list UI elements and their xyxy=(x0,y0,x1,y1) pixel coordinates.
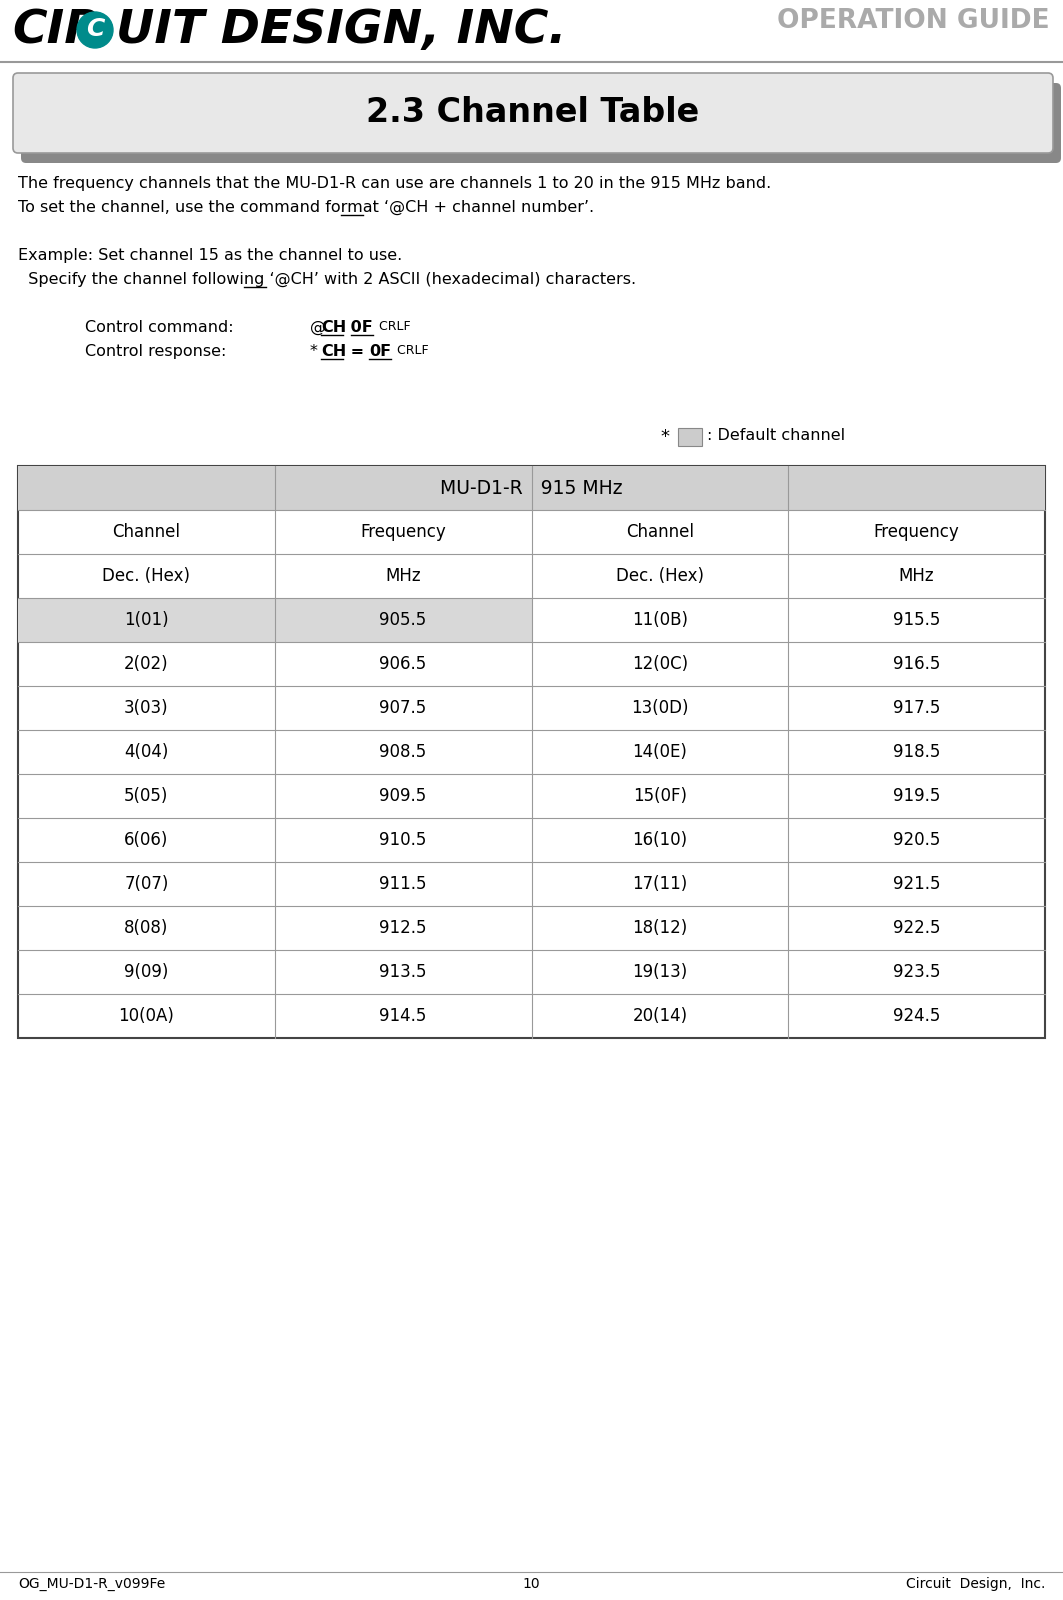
Bar xyxy=(18,466,1045,1038)
Text: 911.5: 911.5 xyxy=(379,875,427,893)
Text: 7(07): 7(07) xyxy=(124,875,169,893)
Text: CRLF: CRLF xyxy=(393,344,428,357)
Text: 15(0F): 15(0F) xyxy=(632,787,687,805)
Text: 13(0D): 13(0D) xyxy=(631,699,689,717)
Text: 8(08): 8(08) xyxy=(124,918,169,938)
Text: OPERATION GUIDE: OPERATION GUIDE xyxy=(777,8,1050,34)
Text: 2(02): 2(02) xyxy=(124,654,169,674)
Text: 20(14): 20(14) xyxy=(632,1006,688,1026)
Text: OG_MU-D1-R_v099Fe: OG_MU-D1-R_v099Fe xyxy=(18,1578,165,1590)
Text: Frequency: Frequency xyxy=(360,523,446,541)
Text: 917.5: 917.5 xyxy=(893,699,941,717)
Text: 905.5: 905.5 xyxy=(379,611,426,629)
Text: MU-D1-R   915 MHz: MU-D1-R 915 MHz xyxy=(440,478,623,498)
Text: 0F: 0F xyxy=(369,344,391,358)
Bar xyxy=(678,427,702,446)
Text: 913.5: 913.5 xyxy=(379,963,427,981)
Text: CIR: CIR xyxy=(12,8,101,53)
Text: Example: Set channel 15 as the channel to use.: Example: Set channel 15 as the channel t… xyxy=(18,248,402,262)
Text: C: C xyxy=(86,18,104,42)
Text: 0F: 0F xyxy=(345,320,373,334)
Text: =: = xyxy=(345,344,370,358)
Text: 907.5: 907.5 xyxy=(379,699,426,717)
Text: 9(09): 9(09) xyxy=(124,963,169,981)
Text: MHz: MHz xyxy=(385,566,421,586)
Text: 915.5: 915.5 xyxy=(893,611,941,629)
Text: CRLF: CRLF xyxy=(375,320,410,333)
Text: 19(13): 19(13) xyxy=(632,963,688,981)
Text: The frequency channels that the MU-D1-R can use are channels 1 to 20 in the 915 : The frequency channels that the MU-D1-R … xyxy=(18,176,772,190)
Text: @: @ xyxy=(310,320,326,334)
Text: Channel: Channel xyxy=(113,523,181,541)
Text: 909.5: 909.5 xyxy=(379,787,426,805)
Text: 910.5: 910.5 xyxy=(379,830,427,850)
Text: Frequency: Frequency xyxy=(874,523,960,541)
Text: Control command:: Control command: xyxy=(85,320,234,334)
Text: 1(01): 1(01) xyxy=(124,611,169,629)
Text: Circuit  Design,  Inc.: Circuit Design, Inc. xyxy=(906,1578,1045,1590)
Text: *: * xyxy=(310,344,318,358)
Text: 2.3 Channel Table: 2.3 Channel Table xyxy=(367,96,699,130)
Circle shape xyxy=(77,11,113,48)
Text: MHz: MHz xyxy=(899,566,934,586)
Text: CH: CH xyxy=(321,320,347,334)
Text: Control response:: Control response: xyxy=(85,344,226,358)
Text: 10(0A): 10(0A) xyxy=(118,1006,174,1026)
Text: *: * xyxy=(660,427,669,446)
Text: UIT DESIGN, INC.: UIT DESIGN, INC. xyxy=(116,8,567,53)
Text: Channel: Channel xyxy=(626,523,694,541)
Text: To set the channel, use the command format ‘@CH + channel number’.: To set the channel, use the command form… xyxy=(18,200,594,216)
Text: 919.5: 919.5 xyxy=(893,787,941,805)
Text: 4(04): 4(04) xyxy=(124,742,169,762)
Text: 922.5: 922.5 xyxy=(893,918,941,938)
Text: CH: CH xyxy=(321,344,347,358)
Text: 916.5: 916.5 xyxy=(893,654,941,674)
Text: Dec. (Hex): Dec. (Hex) xyxy=(615,566,704,586)
FancyBboxPatch shape xyxy=(21,83,1061,163)
Bar xyxy=(18,598,532,642)
Text: 14(0E): 14(0E) xyxy=(632,742,688,762)
Text: 10: 10 xyxy=(522,1578,540,1590)
Text: 918.5: 918.5 xyxy=(893,742,941,762)
Text: 16(10): 16(10) xyxy=(632,830,688,850)
Text: 912.5: 912.5 xyxy=(379,918,427,938)
Text: 11(0B): 11(0B) xyxy=(631,611,688,629)
Text: Dec. (Hex): Dec. (Hex) xyxy=(102,566,190,586)
Bar xyxy=(18,466,1045,510)
Text: 920.5: 920.5 xyxy=(893,830,941,850)
Text: Specify the channel following ‘@CH’ with 2 ASCII (hexadecimal) characters.: Specify the channel following ‘@CH’ with… xyxy=(18,272,636,288)
FancyBboxPatch shape xyxy=(13,74,1053,154)
Text: 914.5: 914.5 xyxy=(379,1006,427,1026)
Text: 3(03): 3(03) xyxy=(124,699,169,717)
Text: 18(12): 18(12) xyxy=(632,918,688,938)
Text: : Default channel: : Default channel xyxy=(707,427,845,443)
Text: 924.5: 924.5 xyxy=(893,1006,941,1026)
Text: 908.5: 908.5 xyxy=(379,742,426,762)
Text: 12(0C): 12(0C) xyxy=(631,654,688,674)
Text: 921.5: 921.5 xyxy=(893,875,941,893)
Text: 6(06): 6(06) xyxy=(124,830,169,850)
Text: 17(11): 17(11) xyxy=(632,875,688,893)
Text: 906.5: 906.5 xyxy=(379,654,426,674)
Text: 923.5: 923.5 xyxy=(893,963,941,981)
Text: 5(05): 5(05) xyxy=(124,787,169,805)
